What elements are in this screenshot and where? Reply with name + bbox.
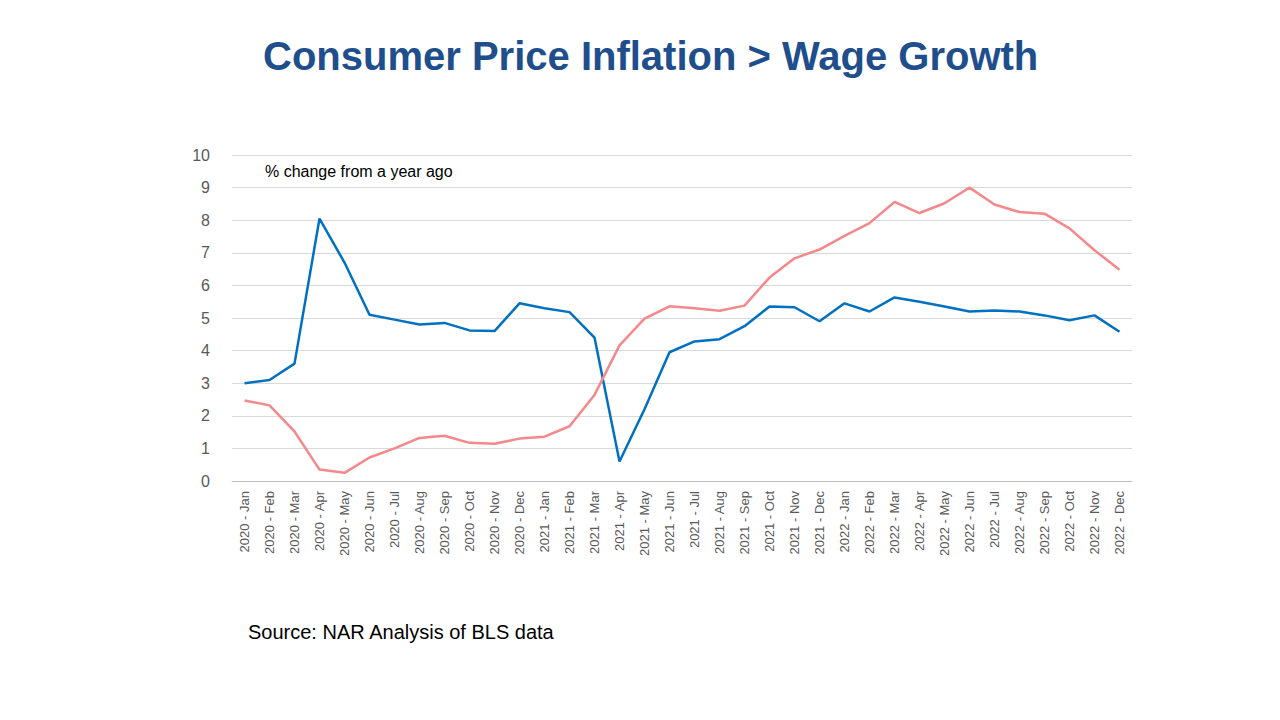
- svg-text:2020 - Oct: 2020 - Oct: [462, 491, 477, 552]
- svg-text:3: 3: [201, 375, 210, 392]
- svg-text:2021 - Dec: 2021 - Dec: [812, 491, 827, 555]
- svg-text:6: 6: [201, 277, 210, 294]
- svg-text:4: 4: [201, 342, 210, 359]
- svg-text:7: 7: [201, 244, 210, 261]
- svg-text:2022 - Apr: 2022 - Apr: [912, 490, 927, 551]
- svg-text:2020 - Feb: 2020 - Feb: [262, 491, 277, 554]
- svg-text:2022 - May: 2022 - May: [937, 491, 952, 557]
- svg-text:2021 - Nov: 2021 - Nov: [787, 491, 802, 555]
- svg-text:2022 - Jun: 2022 - Jun: [962, 491, 977, 552]
- svg-text:2021 - Jun: 2021 - Jun: [662, 491, 677, 552]
- svg-text:2022 - Jul: 2022 - Jul: [987, 491, 1002, 548]
- svg-text:2020 - Mar: 2020 - Mar: [287, 490, 302, 554]
- svg-text:2022 - Sep: 2022 - Sep: [1037, 491, 1052, 555]
- svg-text:Consumer Price Inflation > Wag: Consumer Price Inflation > Wage Growth: [263, 34, 1038, 78]
- svg-text:2021 - Mar: 2021 - Mar: [587, 490, 602, 554]
- svg-text:2020 - Nov: 2020 - Nov: [487, 491, 502, 555]
- svg-text:2020 - Jun: 2020 - Jun: [362, 491, 377, 552]
- svg-text:2022 - Mar: 2022 - Mar: [887, 490, 902, 554]
- svg-text:2022 - Nov: 2022 - Nov: [1087, 491, 1102, 555]
- svg-text:10: 10: [192, 147, 210, 164]
- svg-text:9: 9: [201, 179, 210, 196]
- svg-text:2020 - Jul: 2020 - Jul: [387, 491, 402, 548]
- svg-text:1: 1: [201, 440, 210, 457]
- svg-text:5: 5: [201, 310, 210, 327]
- svg-text:2020 - Aug: 2020 - Aug: [412, 491, 427, 554]
- svg-text:2020 - Apr: 2020 - Apr: [312, 490, 327, 551]
- svg-text:2022 - Feb: 2022 - Feb: [862, 491, 877, 554]
- svg-text:2021 - Aug: 2021 - Aug: [712, 491, 727, 554]
- svg-text:Source: NAR Analysis of BLS da: Source: NAR Analysis of BLS data: [248, 621, 555, 643]
- svg-text:0: 0: [201, 473, 210, 490]
- svg-text:8: 8: [201, 212, 210, 229]
- svg-text:2: 2: [201, 407, 210, 424]
- svg-text:2020 - Jan: 2020 - Jan: [237, 491, 252, 552]
- svg-text:2021 - Apr: 2021 - Apr: [612, 490, 627, 551]
- svg-text:2021 - Sep: 2021 - Sep: [737, 491, 752, 555]
- svg-text:2022 - Oct: 2022 - Oct: [1062, 491, 1077, 552]
- svg-text:2021 - Oct: 2021 - Oct: [762, 491, 777, 552]
- svg-text:2020 - Dec: 2020 - Dec: [512, 491, 527, 555]
- svg-text:2022 - Dec: 2022 - Dec: [1112, 491, 1127, 555]
- svg-text:% change from a year ago: % change from a year ago: [265, 163, 453, 180]
- svg-text:2021 - Jul: 2021 - Jul: [687, 491, 702, 548]
- svg-text:2021 - Jan: 2021 - Jan: [537, 491, 552, 552]
- svg-text:2020 - Sep: 2020 - Sep: [437, 491, 452, 555]
- svg-text:2022 - Aug: 2022 - Aug: [1012, 491, 1027, 554]
- svg-text:2020 - May: 2020 - May: [337, 491, 352, 557]
- svg-text:2022 - Jan: 2022 - Jan: [837, 491, 852, 552]
- svg-text:2021 - May: 2021 - May: [637, 491, 652, 557]
- svg-text:2021 - Feb: 2021 - Feb: [562, 491, 577, 554]
